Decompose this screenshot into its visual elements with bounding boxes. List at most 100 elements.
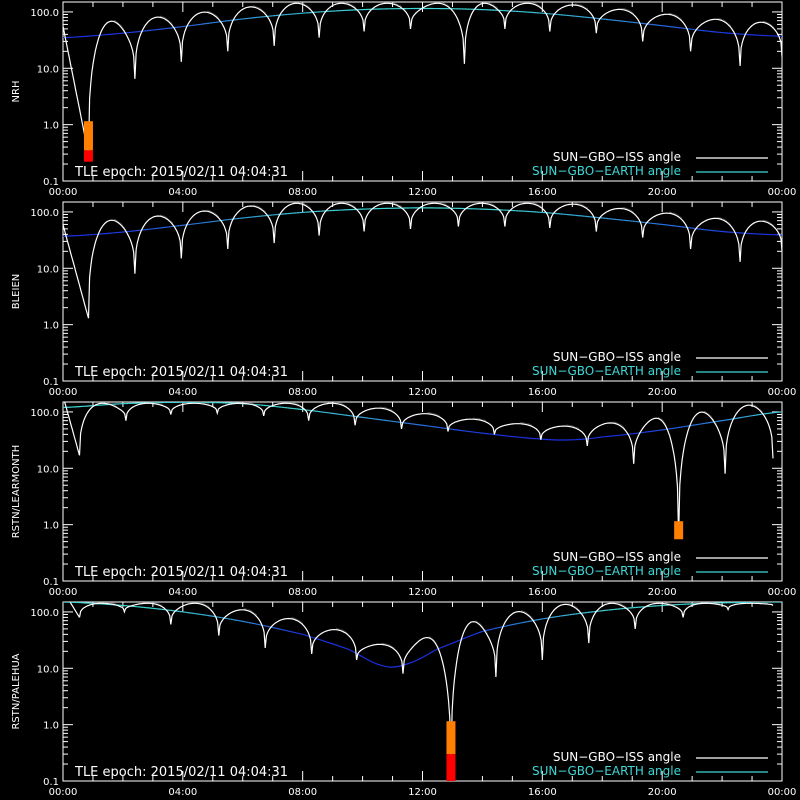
earth-angle-segment <box>527 620 531 623</box>
earth-angle-segment <box>536 618 540 621</box>
earth-angle-segment <box>287 630 291 633</box>
earth-angle-segment <box>365 657 369 661</box>
earth-angle-segment <box>455 640 459 643</box>
y-tick-label: 1.0 <box>43 121 59 132</box>
earth-angle-segment <box>440 646 444 649</box>
x-tick-label: 00:00 <box>49 187 78 198</box>
x-tick-label: 12:00 <box>408 387 437 398</box>
earth-angle-segment <box>434 648 438 652</box>
iss-angle-line <box>78 402 774 538</box>
y-tick-label: 1.0 <box>43 321 59 332</box>
earth-angle-segment <box>383 665 387 668</box>
earth-angle-segment <box>368 659 372 663</box>
plot-area <box>63 2 782 162</box>
earth-angle-segment <box>341 646 345 649</box>
x-tick-label: 12:00 <box>408 587 437 598</box>
iss-angle-line-lead <box>69 602 81 618</box>
earth-angle-segment <box>350 649 354 653</box>
tle-epoch-label: TLE epoch: 2015/02/11 04:04:31 <box>74 565 288 580</box>
x-tick-label: 08:00 <box>288 187 317 198</box>
earth-angle-segment <box>284 629 288 632</box>
earth-angle-segment <box>290 631 294 633</box>
earth-angle-segment <box>272 626 276 629</box>
x-tick-label: 20:00 <box>648 387 677 398</box>
earth-angle-segment <box>742 416 747 418</box>
earth-angle-segment <box>494 627 498 630</box>
earth-angle-segment <box>323 640 327 643</box>
tle-epoch-label: TLE epoch: 2015/02/11 04:04:31 <box>74 765 288 780</box>
earth-angle-segment <box>521 621 525 624</box>
earth-angle-segment <box>497 626 501 629</box>
earth-angle-segment <box>338 645 342 648</box>
earth-angle-segment <box>296 632 300 635</box>
earth-angle-segment <box>407 662 411 665</box>
earth-angle-segment <box>419 656 423 660</box>
x-tick-label: 00:00 <box>768 387 797 398</box>
earth-angle-segment <box>230 618 234 621</box>
earth-angle-segment <box>533 619 537 622</box>
legend-earth-label: SUN−GBO−EARTH angle <box>532 564 681 578</box>
earth-angle-segment <box>398 665 402 667</box>
earth-angle-segment <box>479 630 483 634</box>
legend-earth-label: SUN−GBO−EARTH angle <box>532 164 681 178</box>
earth-angle-segment <box>416 658 420 661</box>
earth-angle-segment <box>317 638 321 641</box>
earth-angle-segment <box>452 641 456 644</box>
y-tick-label: 10.0 <box>37 664 59 675</box>
earth-angle-segment <box>275 627 279 630</box>
earth-angle-segment <box>413 659 417 663</box>
x-tick-label: 04:00 <box>168 187 197 198</box>
earth-angle-segment <box>227 618 231 620</box>
earth-angle-segment <box>515 622 519 625</box>
x-tick-label: 16:00 <box>528 587 557 598</box>
x-tick-label: 00:00 <box>768 587 797 598</box>
legend-earth-label: SUN−GBO−EARTH angle <box>532 764 681 778</box>
earth-angle-segment <box>248 621 252 624</box>
panel-0: 100.010.01.00.100:00 04:00 08:00 12:00 16:00… <box>11 1 796 198</box>
earth-angle-segment <box>431 650 435 653</box>
earth-angle-segment <box>293 631 297 634</box>
earth-angle-segment <box>539 618 543 621</box>
station-label: RSTN/PALEHUA <box>11 653 22 729</box>
y-tick-label: 10.0 <box>37 264 59 275</box>
earth-angle-segment <box>446 643 450 647</box>
earth-angle-segment <box>302 633 306 636</box>
earth-angle-segment <box>329 642 333 645</box>
earth-angle-segment <box>503 625 507 628</box>
earth-angle-segment <box>428 651 432 655</box>
y-tick-label: 100.0 <box>30 608 59 619</box>
y-tick-label: 0.1 <box>43 777 59 788</box>
earth-angle-segment <box>404 663 408 666</box>
earth-angle-segment <box>542 617 546 620</box>
earth-angle-segment <box>242 620 246 623</box>
earth-angle-segment <box>263 624 267 627</box>
y-tick-label: 100.0 <box>30 8 59 19</box>
x-tick-label: 04:00 <box>168 387 197 398</box>
earth-angle-segment <box>299 633 303 635</box>
event-bar-red <box>446 754 456 781</box>
x-tick-label: 20:00 <box>648 587 677 598</box>
panel-2: 100.010.01.00.100:00 04:00 08:00 12:00 16:00… <box>11 401 797 598</box>
earth-angle-segment <box>476 631 480 635</box>
earth-angle-segment <box>344 647 348 650</box>
x-tick-label: 00:00 <box>49 387 78 398</box>
earth-angle-segment <box>410 661 414 664</box>
earth-angle-segment <box>374 662 378 665</box>
x-tick-label: 12:00 <box>408 187 437 198</box>
earth-angle-segment <box>362 656 366 660</box>
earth-angle-segment <box>266 625 270 628</box>
earth-angle-segment <box>518 622 522 625</box>
plot-area <box>63 402 782 540</box>
earth-angle-segment <box>257 623 261 626</box>
earth-angle-segment <box>311 636 315 639</box>
legend-iss-label: SUN−GBO−ISS angle <box>553 350 681 364</box>
earth-angle-segment <box>745 415 750 418</box>
earth-angle-segment <box>278 628 282 631</box>
earth-angle-segment <box>449 642 453 645</box>
earth-angle-segment <box>251 622 255 625</box>
station-label: NRH <box>11 81 22 103</box>
earth-angle-segment <box>233 619 237 621</box>
x-tick-label: 16:00 <box>528 787 557 798</box>
